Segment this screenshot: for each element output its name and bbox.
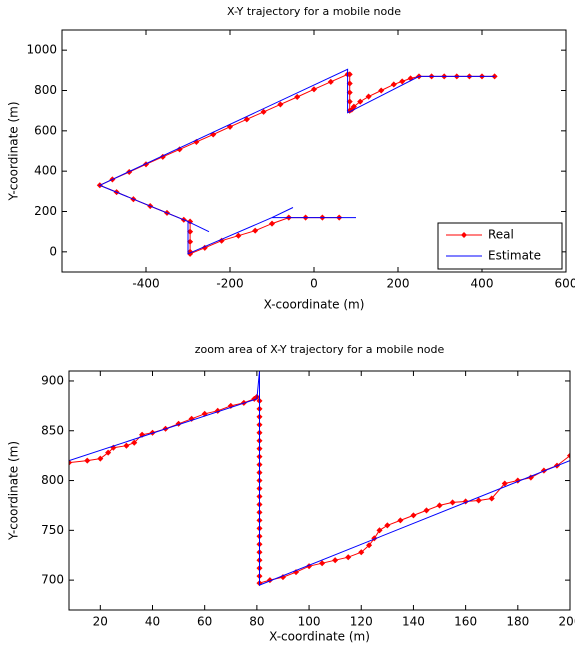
x-tick-label: 180 <box>506 615 529 629</box>
data-point <box>277 101 284 108</box>
y-tick-label: 200 <box>34 204 57 218</box>
legend-box <box>437 222 563 270</box>
x-axis-label: X-coordinate (m) <box>269 630 370 644</box>
y-axis-label: Y-coordinate (m) <box>7 101 21 201</box>
data-point <box>159 153 166 160</box>
data-point <box>488 495 495 502</box>
data-point <box>310 86 318 93</box>
data-point <box>69 459 73 466</box>
legend-marker <box>461 232 467 238</box>
series-line <box>98 68 495 255</box>
data-point <box>142 161 150 168</box>
data-point <box>384 522 391 529</box>
y-tick-label: 600 <box>34 123 57 137</box>
x-tick-label: 140 <box>402 615 425 629</box>
data-point <box>327 78 334 85</box>
data-point <box>105 449 112 456</box>
data-point <box>366 542 373 549</box>
y-tick-label: 850 <box>41 423 64 437</box>
x-tick-label: 20 <box>93 615 108 629</box>
data-point <box>131 439 138 446</box>
data-point <box>188 415 195 422</box>
chart-title: X-Y trajectory for a mobile node <box>227 5 401 18</box>
x-tick-label: -200 <box>216 277 243 291</box>
x-tick-label: 100 <box>298 615 321 629</box>
y-tick-label: 750 <box>41 523 64 537</box>
x-tick-label: 160 <box>454 615 477 629</box>
legend-label: Real <box>488 228 514 242</box>
data-point <box>357 98 364 105</box>
data-point <box>397 517 404 524</box>
axes-frame <box>61 29 567 273</box>
y-tick-label: 400 <box>34 164 57 178</box>
data-point <box>210 131 217 138</box>
data-point <box>268 220 276 227</box>
x-tick-label: 40 <box>145 615 160 629</box>
data-point <box>514 477 521 484</box>
data-point <box>390 81 397 88</box>
y-tick-label: 900 <box>41 373 64 387</box>
data-point <box>449 499 456 506</box>
data-point <box>501 480 508 487</box>
y-tick-label: 800 <box>41 473 64 487</box>
data-point <box>260 108 267 115</box>
data-point <box>123 442 130 449</box>
data-point <box>243 116 250 123</box>
data-point <box>376 527 383 534</box>
legend: Real Estimate <box>437 222 563 270</box>
chart-title: zoom area of X-Y trajectory for a mobile… <box>195 343 445 356</box>
data-point <box>319 560 326 567</box>
subplot: X-Y trajectory for a mobile node X-coordi… <box>7 5 575 312</box>
data-point <box>378 87 385 94</box>
data-point <box>345 554 352 561</box>
x-tick-label: 120 <box>350 615 373 629</box>
data-point <box>365 93 372 100</box>
y-tick-label: 700 <box>41 573 64 587</box>
data-point <box>423 507 430 514</box>
data-point <box>235 232 242 239</box>
x-tick-label: 400 <box>471 277 494 291</box>
x-tick-label: 80 <box>249 615 264 629</box>
series-line <box>69 371 570 586</box>
data-point <box>252 227 259 234</box>
data-point <box>214 407 221 414</box>
y-tick-label: 1000 <box>26 43 57 57</box>
x-tick-label: 60 <box>197 615 212 629</box>
x-tick-label: 200 <box>559 615 575 629</box>
x-axis-label: X-coordinate (m) <box>264 298 365 312</box>
plot-lines <box>96 68 498 257</box>
data-point <box>399 78 406 85</box>
data-point <box>566 452 570 459</box>
legend-label: Estimate <box>488 249 541 263</box>
data-point <box>97 455 104 462</box>
subplot: zoom area of X-Y trajectory for a mobile… <box>7 343 575 644</box>
y-tick-label: 0 <box>49 244 57 258</box>
y-tick-label: 800 <box>34 83 57 97</box>
data-point <box>306 563 313 570</box>
data-point <box>294 93 301 100</box>
x-tick-label: 600 <box>555 277 575 291</box>
axes-frame <box>68 370 571 611</box>
data-point <box>332 557 339 564</box>
data-point <box>410 512 417 519</box>
data-point <box>84 457 91 464</box>
y-axis-label: Y-coordinate (m) <box>7 441 21 541</box>
data-point <box>475 497 482 504</box>
plot-lines <box>69 371 570 587</box>
plot-area <box>69 371 570 610</box>
data-point <box>436 502 443 509</box>
x-tick-label: 200 <box>387 277 410 291</box>
x-tick-label: 0 <box>310 277 318 291</box>
x-tick-label: -400 <box>132 277 159 291</box>
data-point <box>358 549 365 556</box>
